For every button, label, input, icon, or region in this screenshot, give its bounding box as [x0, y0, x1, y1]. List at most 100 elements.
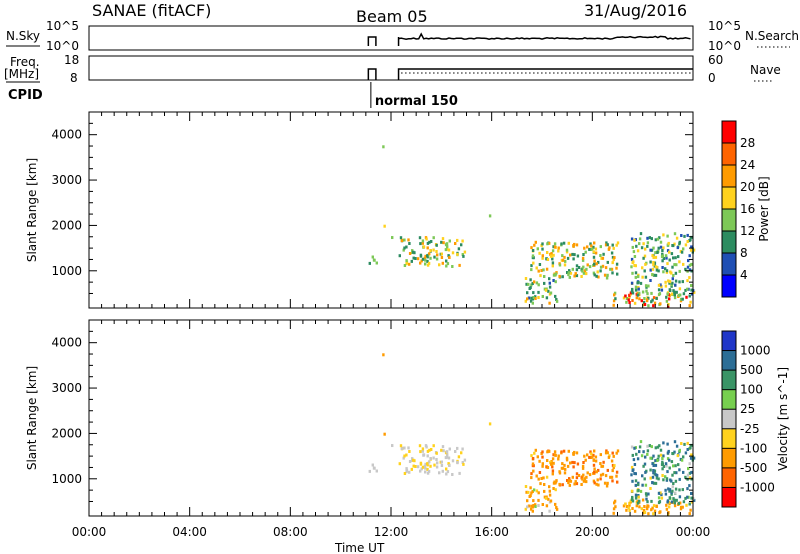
echo-cell	[436, 461, 439, 465]
echo-cell	[690, 284, 693, 287]
echo-cell	[641, 498, 645, 502]
echo-cell	[690, 245, 693, 249]
echo-cell	[686, 287, 689, 291]
echo-cell	[689, 446, 692, 450]
echo-cell	[552, 273, 556, 277]
echo-cell	[588, 455, 591, 459]
echo-cell	[428, 448, 431, 452]
echo-cell	[435, 250, 438, 253]
echo-cell	[445, 242, 449, 246]
echo-cell	[675, 263, 678, 267]
echo-cell	[662, 233, 665, 237]
echo-cell	[688, 512, 691, 516]
echo-cell	[681, 280, 684, 284]
echo-cell	[426, 467, 429, 471]
freq-tick-bottom: 8	[70, 71, 78, 85]
echo-cell	[652, 469, 655, 472]
echo-cell	[635, 296, 638, 300]
echo-cell	[400, 447, 404, 451]
echo-cell	[419, 462, 423, 466]
echo-cell	[532, 488, 536, 492]
echo-cell	[593, 241, 596, 245]
echo-cell	[438, 263, 441, 267]
echo-cell	[538, 263, 542, 266]
echo-cell	[660, 285, 663, 289]
echo-cell	[589, 242, 592, 246]
echo-cell	[426, 449, 430, 453]
echo-cell	[448, 464, 451, 467]
echo-cell	[402, 456, 405, 460]
echo-cell	[633, 301, 637, 305]
echo-cell	[656, 251, 659, 254]
colorbar-bin	[722, 487, 736, 508]
echo-cell	[566, 271, 569, 274]
echo-cell	[456, 446, 459, 450]
echo-cell	[585, 480, 588, 484]
echo-cell	[690, 443, 693, 447]
echo-cell	[590, 452, 593, 456]
echo-cell	[557, 249, 560, 253]
y-tick-label: 3000	[51, 381, 82, 395]
echo-cell	[686, 448, 689, 451]
echo-cell	[622, 504, 626, 508]
colorbar-bin	[722, 253, 736, 276]
echo-cell	[548, 281, 551, 285]
echo-cell	[637, 275, 640, 279]
echo-cell	[581, 258, 585, 262]
echo-cell	[574, 480, 577, 484]
nsky-trace	[367, 32, 691, 46]
echo-cell	[654, 238, 657, 242]
station-title: SANAE (fitACF)	[92, 1, 211, 20]
echo-cell	[546, 450, 549, 454]
echo-cell	[639, 232, 643, 236]
echo-cell	[599, 453, 602, 457]
echo-cell	[688, 471, 692, 475]
echo-cell	[656, 445, 660, 449]
echo-cell	[554, 481, 557, 485]
echo-cell	[445, 264, 448, 268]
echo-cell	[646, 449, 650, 453]
echo-cell	[668, 281, 671, 285]
echo-cell	[652, 263, 655, 267]
echo-cell	[616, 449, 620, 453]
echo-cell	[660, 463, 664, 467]
echo-cell	[593, 470, 596, 474]
echo-cell	[546, 251, 549, 254]
echo-cell	[534, 295, 537, 299]
echo-cell	[444, 248, 448, 252]
echo-cell	[666, 470, 669, 474]
echo-cell	[456, 460, 459, 464]
echo-cell	[539, 482, 542, 486]
echo-cell	[634, 264, 637, 268]
echo-cell	[561, 483, 564, 487]
echo-cell	[657, 454, 660, 458]
echo-cell	[627, 298, 630, 302]
colorbar-tick-label: -1000	[740, 480, 775, 494]
echo-cell	[583, 269, 587, 273]
echo-cell	[644, 455, 647, 459]
echo-cell	[421, 241, 424, 245]
echo-cell	[681, 488, 684, 492]
colorbar-bin	[722, 275, 736, 298]
echo-cell	[662, 246, 665, 250]
echo-cell	[554, 273, 557, 277]
echo-cell	[666, 292, 669, 296]
echo-cell	[574, 272, 577, 276]
echo-cell	[611, 479, 614, 483]
echo-cell	[661, 460, 664, 464]
echo-cell	[690, 496, 693, 500]
echo-cell	[599, 473, 603, 477]
echo-cell	[557, 457, 560, 461]
echo-cell	[679, 501, 682, 505]
echo-cell	[606, 451, 609, 455]
echo-cell	[668, 280, 672, 284]
echo-cell	[582, 479, 586, 483]
echo-cell	[545, 475, 549, 479]
echo-cell	[667, 487, 670, 491]
echo-cell	[595, 262, 598, 266]
beam-title: Beam 05	[356, 7, 428, 26]
echo-cell	[575, 482, 579, 486]
echo-cell	[426, 471, 430, 475]
echo-cell	[456, 238, 459, 242]
echo-cell	[548, 285, 552, 289]
